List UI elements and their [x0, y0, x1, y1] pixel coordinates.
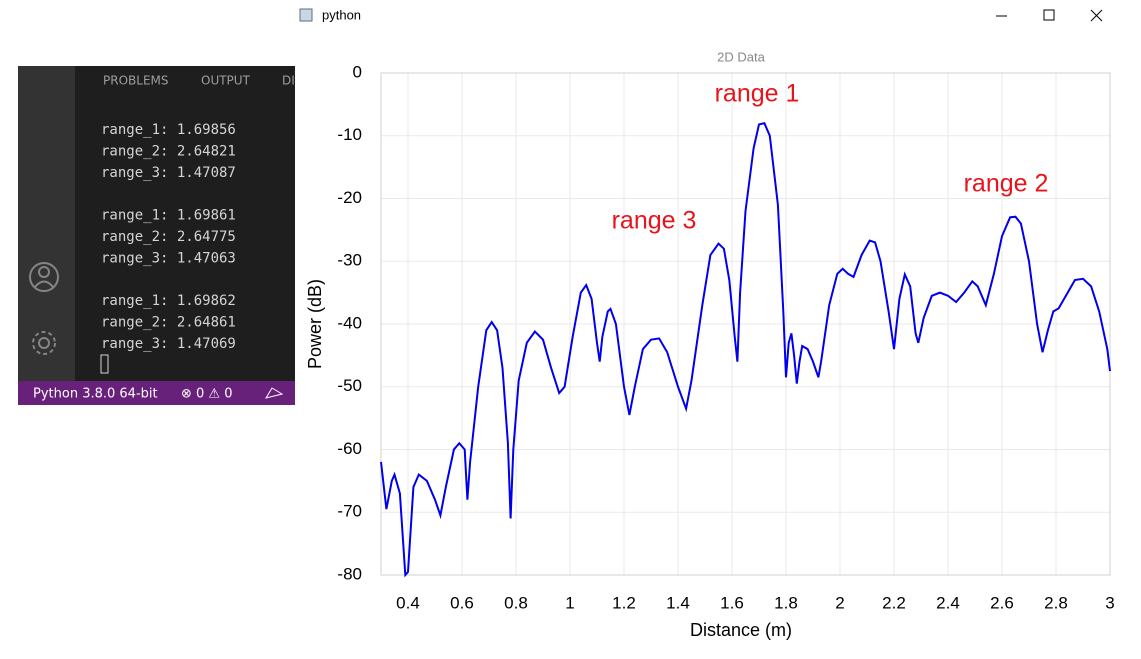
annotation: range 1 — [715, 80, 800, 108]
close-button[interactable] — [1090, 9, 1103, 22]
settings-icon[interactable] — [32, 331, 56, 355]
terminal-output: range_1: 1.69856 range_2: 2.64821 range_3:… — [101, 122, 236, 352]
window-icon — [299, 8, 313, 22]
y-tick-label: -40 — [337, 313, 362, 332]
x-tick-label: 1 — [565, 593, 574, 612]
y-tick-label: -20 — [337, 188, 362, 207]
terminal-line: range_3: 1.47069 — [101, 336, 236, 352]
account-icon[interactable] — [29, 262, 59, 292]
annotation: range 3 — [612, 207, 697, 235]
status-problems[interactable]: ⊗ 0 ⚠ 0 — [181, 387, 233, 402]
y-tick-label: -50 — [337, 376, 362, 395]
terminal-line: range_2: 2.64861 — [101, 314, 236, 330]
y-tick-label: -60 — [337, 439, 362, 458]
status-icon[interactable] — [264, 387, 284, 399]
x-tick-label: 1.6 — [720, 593, 744, 612]
x-tick-label: 0.4 — [396, 593, 420, 612]
activity-bar — [18, 66, 75, 382]
plot: 0.4 0.6 0.8 1 1.2 1.4 1.6 1.8 2 2.2 2.4 2.6 2.8 3 -80 -… — [337, 62, 1114, 612]
y-tick-label: -70 — [337, 502, 362, 521]
x-tick-label: 2.4 — [936, 593, 960, 612]
y-axis-label: Power (dB) — [305, 279, 325, 369]
chart-title: 2D Data — [717, 49, 765, 64]
x-tick-label: 1.2 — [612, 593, 636, 612]
tab-output[interactable]: OUTPUT — [201, 74, 251, 88]
terminal-line: range_2: 2.64775 — [101, 229, 236, 245]
annotation: range 2 — [964, 170, 1049, 198]
terminal-line: range_1: 1.69861 — [101, 208, 236, 224]
tab-debug[interactable]: DI — [282, 74, 295, 88]
terminal-line: range_3: 1.47087 — [101, 165, 236, 181]
x-tick-label: 0.8 — [504, 593, 528, 612]
y-tick-label: -80 — [337, 564, 362, 583]
y-tick-label: -30 — [337, 251, 362, 270]
terminal-line: range_1: 1.69862 — [101, 293, 236, 309]
status-bar — [18, 381, 295, 405]
plot-frame — [380, 72, 1111, 576]
y-tick-label: 0 — [353, 62, 362, 81]
terminal-line: range_2: 2.64821 — [101, 143, 236, 159]
terminal-line: range_3: 1.47063 — [101, 250, 236, 266]
x-tick-label: 1.4 — [666, 593, 690, 612]
data-line — [380, 122, 1111, 578]
window-title: python — [322, 7, 361, 22]
x-tick-label: 2.2 — [882, 593, 906, 612]
x-tick-label: 2.6 — [990, 593, 1014, 612]
x-tick-label: 0.6 — [450, 593, 474, 612]
x-tick-label: 2 — [835, 593, 844, 612]
maximize-button[interactable] — [1043, 9, 1055, 21]
terminal-cursor — [100, 354, 109, 374]
tab-problems[interactable]: PROBLEMS — [103, 74, 169, 88]
y-tick-label: -10 — [337, 125, 362, 144]
x-tick-label: 2.8 — [1044, 593, 1068, 612]
x-axis-label: Distance (m) — [690, 620, 792, 640]
status-python[interactable]: Python 3.8.0 64-bit — [33, 387, 158, 402]
x-tick-label: 3 — [1105, 593, 1114, 612]
terminal-line: range_1: 1.69856 — [101, 122, 236, 138]
x-tick-label: 1.8 — [774, 593, 798, 612]
